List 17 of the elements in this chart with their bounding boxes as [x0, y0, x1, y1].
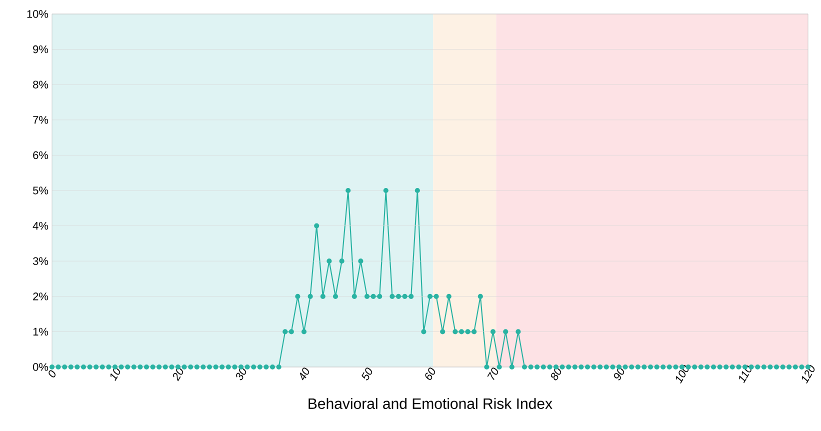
x-tick-label: 0 — [48, 370, 56, 378]
y-tick-label: 10% — [27, 10, 48, 18]
y-tick-label: 6% — [33, 151, 48, 160]
x-axis-title: Behavioral and Emotional Risk Index — [308, 398, 552, 409]
x-tick-label: 60 — [425, 368, 436, 380]
y-tick-label: 7% — [33, 116, 48, 124]
y-tick-label: 9% — [33, 45, 48, 54]
y-tick-label: 2% — [33, 292, 48, 300]
y-tick-label: 1% — [33, 328, 48, 336]
x-tick-label: 40 — [300, 368, 310, 380]
y-tick-label: 3% — [33, 257, 48, 265]
x-tick-label: 70 — [487, 368, 498, 380]
y-tick-label: 0% — [33, 363, 48, 371]
x-tick-label: 50 — [362, 368, 372, 380]
y-tick-label: 4% — [32, 222, 48, 230]
y-tick-label: 5% — [33, 186, 48, 194]
y-tick-label: 8% — [33, 80, 48, 88]
